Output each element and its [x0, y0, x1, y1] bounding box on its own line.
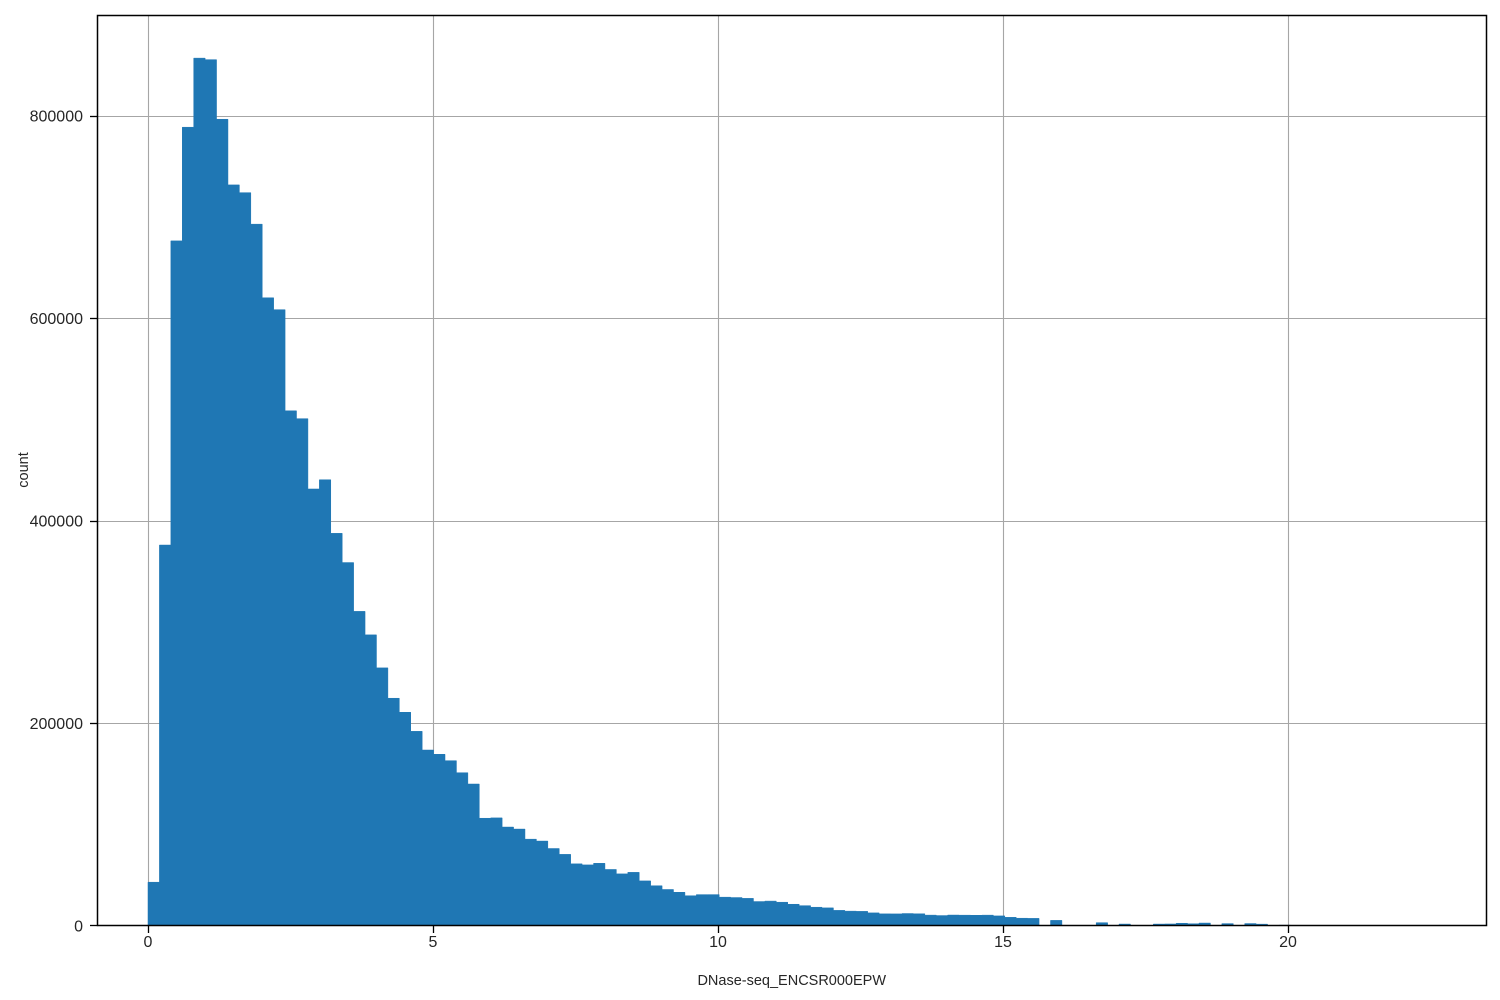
svg-text:10: 10	[709, 934, 727, 951]
svg-text:800000: 800000	[30, 109, 83, 126]
svg-text:0: 0	[74, 919, 83, 936]
svg-text:20: 20	[1279, 934, 1297, 951]
svg-text:DNase-seq_ENCSR000EPW: DNase-seq_ENCSR000EPW	[697, 973, 886, 989]
svg-text:600000: 600000	[30, 311, 83, 328]
svg-text:0: 0	[144, 934, 153, 951]
svg-text:400000: 400000	[30, 514, 83, 531]
svg-text:count: count	[16, 452, 32, 487]
svg-text:200000: 200000	[30, 716, 83, 733]
svg-text:15: 15	[994, 934, 1012, 951]
svg-text:5: 5	[429, 934, 438, 951]
